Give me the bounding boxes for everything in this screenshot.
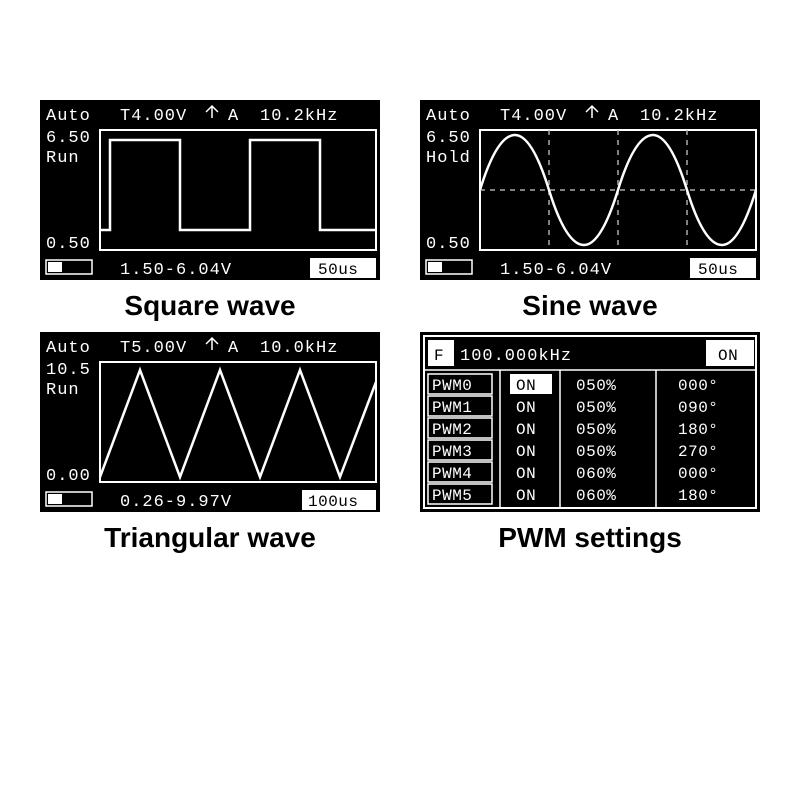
status-freq: 10.2kHz <box>640 107 718 126</box>
cell-square: Auto T4.00V A 10.2kHz 6.50 Run 0.50 <box>40 100 380 322</box>
cell-pwm: F 100.000kHz ON PWM0 ON 050% 000° PWM1 ON 050%… <box>420 332 760 554</box>
status-mode: Auto <box>46 107 91 126</box>
caption-square: Square wave <box>124 290 295 322</box>
caption-triangle: Triangular wave <box>104 522 316 554</box>
arrow-up-icon <box>586 106 598 118</box>
caption-pwm: PWM settings <box>498 522 682 554</box>
pwm-row-phase[interactable]: 180° <box>678 421 718 439</box>
triangle-trace <box>100 370 376 477</box>
pwm-row-name: PWM3 <box>432 443 472 461</box>
pwm-row-name: PWM1 <box>432 399 472 417</box>
status-trigger-v: T5.00V <box>120 339 187 358</box>
pwm-row-duty[interactable]: 050% <box>576 377 616 395</box>
pwm-row-duty[interactable]: 050% <box>576 421 616 439</box>
arrow-up-icon <box>206 106 218 118</box>
pwm-row-state[interactable]: ON <box>516 487 536 505</box>
status-mode: Auto <box>46 339 91 358</box>
pwm-row-duty[interactable]: 050% <box>576 443 616 461</box>
pwm-row-phase[interactable]: 000° <box>678 377 718 395</box>
caption-sine: Sine wave <box>522 290 657 322</box>
lcd-square: Auto T4.00V A 10.2kHz 6.50 Run 0.50 <box>40 100 380 280</box>
pwm-rows-group: PWM0 ON 050% 000° PWM1 ON 050% 090° PWM2 ON 050% 18… <box>428 370 718 508</box>
run-state: Run <box>46 381 80 400</box>
reading-top: 6.50 <box>426 129 471 148</box>
plot-border <box>100 130 376 250</box>
pwm-row-state[interactable]: ON <box>516 399 536 417</box>
cell-triangle: Auto T5.00V A 10.0kHz 10.5 Run 0.00 0.26… <box>40 332 380 554</box>
pwm-row-duty[interactable]: 060% <box>576 465 616 483</box>
status-trigger-v: T4.00V <box>500 107 567 126</box>
pwm-row-state[interactable]: ON <box>516 465 536 483</box>
pwm-row-state[interactable]: ON <box>516 421 536 439</box>
status-a: A <box>228 107 239 126</box>
status-trigger-v: T4.00V <box>120 107 187 126</box>
arrow-up-icon <box>206 338 218 350</box>
cell-sine: Auto T4.00V A 10.2kHz 6.50 Hold 0.50 <box>420 100 760 322</box>
pwm-row-phase[interactable]: 180° <box>678 487 718 505</box>
lcd-sine: Auto T4.00V A 10.2kHz 6.50 Hold 0.50 <box>420 100 760 280</box>
pwm-row-phase[interactable]: 090° <box>678 399 718 417</box>
timebase: 50us <box>698 261 738 279</box>
pwm-row-name: PWM2 <box>432 421 472 439</box>
timebase: 100us <box>308 493 359 511</box>
pwm-row-state[interactable]: ON <box>516 443 536 461</box>
range: 0.26-9.97V <box>120 493 232 512</box>
status-a: A <box>608 107 619 126</box>
run-state: Hold <box>426 149 471 168</box>
pwm-title-value: 100.000kHz <box>460 347 572 366</box>
range: 1.50-6.04V <box>500 261 612 280</box>
pwm-row-state: ON <box>516 377 536 395</box>
pwm-title-prefix: F <box>434 347 444 365</box>
pwm-row-phase[interactable]: 000° <box>678 465 718 483</box>
lcd-pwm: F 100.000kHz ON PWM0 ON 050% 000° PWM1 ON 050%… <box>420 332 760 512</box>
status-freq: 10.0kHz <box>260 339 338 358</box>
status-freq: 10.2kHz <box>260 107 338 126</box>
status-a: A <box>228 339 239 358</box>
reading-bottom: 0.50 <box>46 235 91 254</box>
status-mode: Auto <box>426 107 471 126</box>
pwm-on: ON <box>718 347 738 365</box>
pwm-row-phase[interactable]: 270° <box>678 443 718 461</box>
reading-bottom: 0.00 <box>46 467 91 486</box>
reading-top: 10.5 <box>46 361 91 380</box>
lcd-triangle: Auto T5.00V A 10.0kHz 10.5 Run 0.00 0.26… <box>40 332 380 512</box>
pwm-row-name: PWM0 <box>432 377 472 395</box>
pwm-row-name: PWM5 <box>432 487 472 505</box>
reading-top: 6.50 <box>46 129 91 148</box>
square-trace <box>100 140 376 230</box>
page-root: Auto T4.00V A 10.2kHz 6.50 Run 0.50 <box>0 0 800 800</box>
range: 1.50-6.04V <box>120 261 232 280</box>
pwm-row-name: PWM4 <box>432 465 472 483</box>
pwm-row-duty[interactable]: 050% <box>576 399 616 417</box>
reading-bottom: 0.50 <box>426 235 471 254</box>
pwm-row-duty[interactable]: 060% <box>576 487 616 505</box>
timebase: 50us <box>318 261 358 279</box>
display-grid: Auto T4.00V A 10.2kHz 6.50 Run 0.50 <box>40 100 760 554</box>
run-state: Run <box>46 149 80 168</box>
